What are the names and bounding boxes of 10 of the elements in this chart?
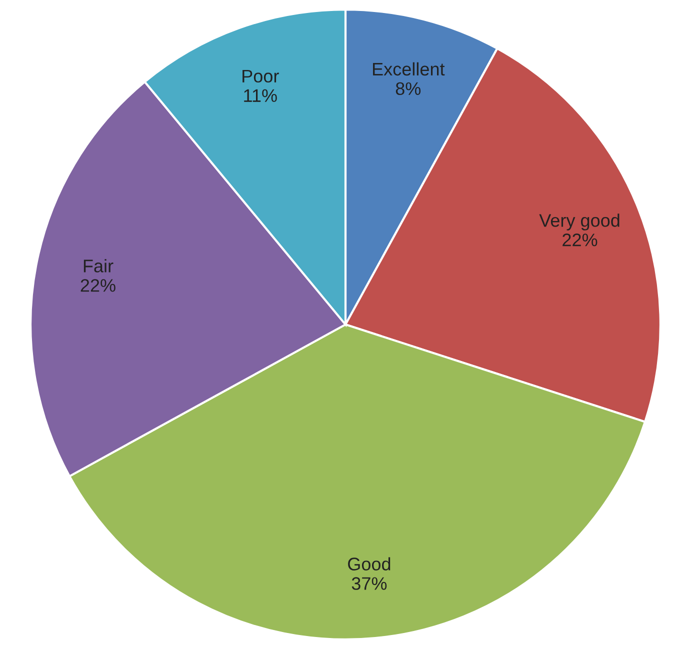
data-label: 8% bbox=[396, 82, 421, 96]
data-label: 22% bbox=[80, 279, 116, 292]
slice-label: Excellent bbox=[373, 62, 445, 76]
slice-label: Good bbox=[348, 557, 390, 570]
slice-label: Fair bbox=[84, 259, 114, 272]
slice-label: Poor bbox=[242, 70, 279, 83]
data-label: 11% bbox=[244, 89, 277, 102]
slice-label: Very good bbox=[539, 214, 620, 230]
data-label: 37% bbox=[352, 577, 387, 590]
data-label: 22% bbox=[562, 234, 598, 246]
